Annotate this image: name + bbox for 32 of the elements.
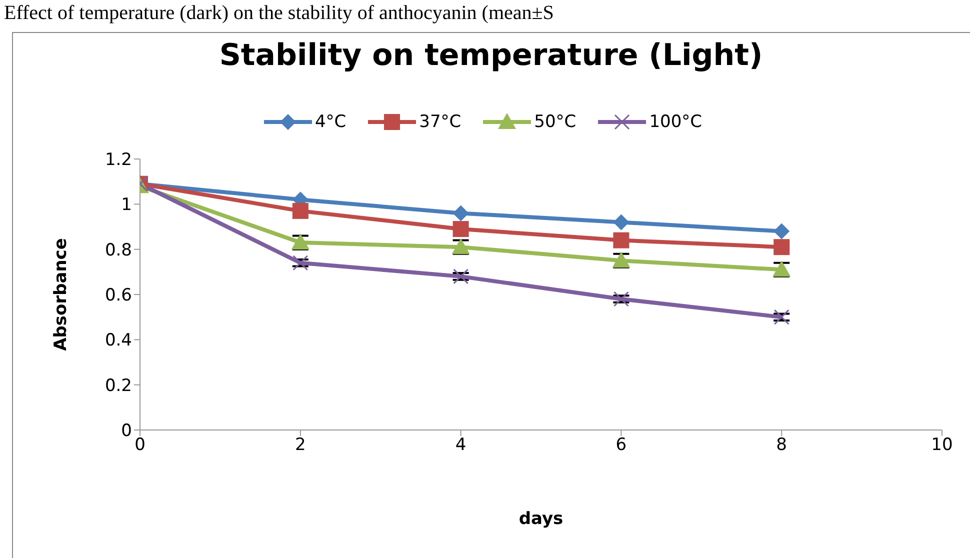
y-tick-label: 0.6 [104,286,132,306]
point [292,255,308,271]
x-axis-title: days [518,509,564,529]
point [613,232,630,248]
y-tick-label: 0 [121,421,132,442]
chart-title: Stability on temperature (Light) [218,38,764,73]
y-tick-label: 1 [121,195,132,216]
point [452,221,469,238]
legend-label: 4°C [314,112,346,132]
text: Effect of temperature (dark) on the stability of anthocyanin (mean±S [4,2,554,25]
x-tick-label: 0 [134,435,146,456]
y-tick-label: 1.2 [104,150,132,170]
y-tick-label: 0.8 [104,240,132,260]
x-tick-label: 4 [455,435,466,456]
point [292,202,308,219]
y-axis-title: Absorbance [51,238,72,351]
y-tick-label: 0.2 [104,376,132,396]
x-tick-label: 8 [776,435,788,456]
legend-label: 37°C [419,112,462,132]
point [613,291,629,307]
point [452,205,469,222]
point [613,214,630,230]
legend-label: 100°C [649,112,702,132]
legend-label: 50°C [534,112,576,132]
point [774,223,790,240]
x-tick-label: 10 [931,435,953,456]
x-tick-label: 6 [616,435,627,456]
point [774,309,790,325]
x-tick-label: 2 [294,435,306,456]
point [774,239,790,256]
y-tick-label: 0.4 [104,330,132,351]
point [453,268,469,284]
